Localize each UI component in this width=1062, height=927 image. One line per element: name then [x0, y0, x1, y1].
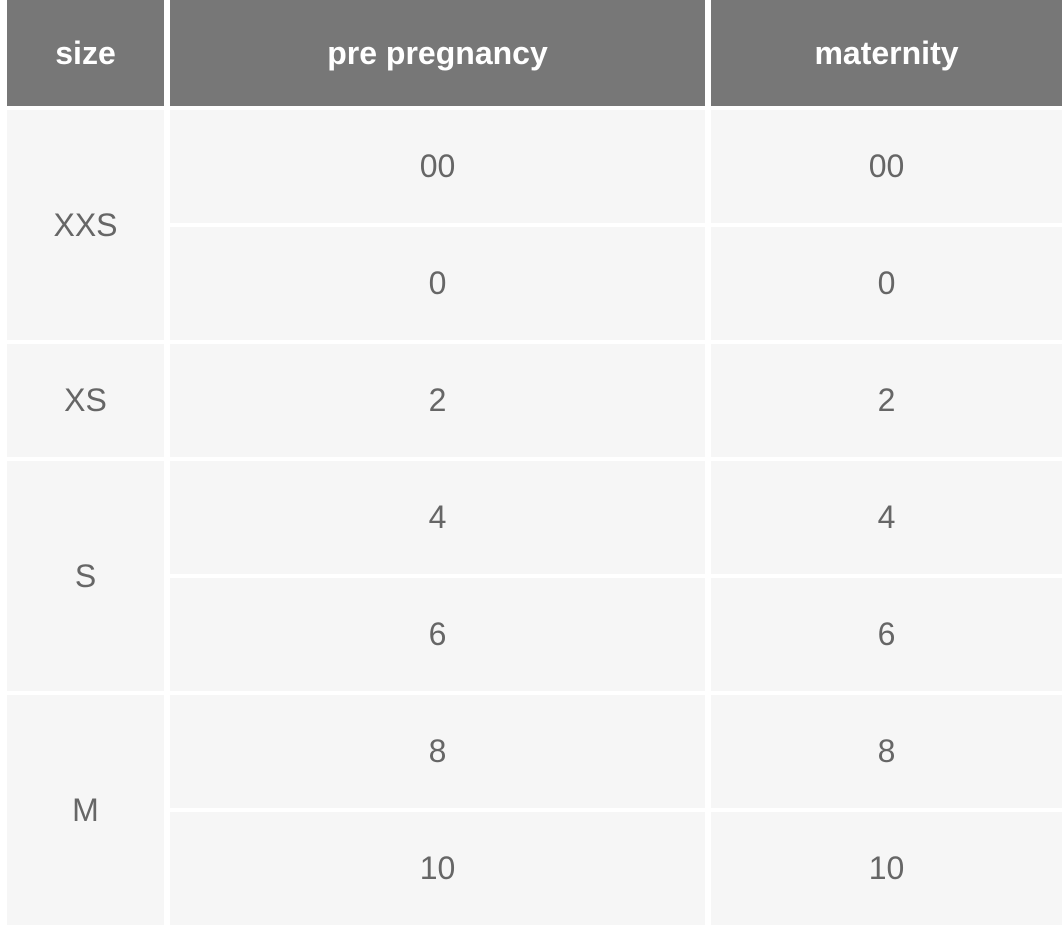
value-cell: 10 — [170, 812, 705, 925]
header-cell: pre pregnancy — [170, 0, 705, 106]
value-cell: 10 — [711, 812, 1062, 925]
value-cell: 0 — [170, 227, 705, 340]
value-cell: 0 — [711, 227, 1062, 340]
value-cell: 2 — [711, 344, 1062, 457]
value-cell: 00 — [711, 110, 1062, 223]
header-cell: size — [7, 0, 164, 106]
size-cell: XXS — [7, 110, 164, 340]
size-cell: S — [7, 461, 164, 691]
value-cell: 6 — [170, 578, 705, 691]
header-cell: maternity — [711, 0, 1062, 106]
value-cell: 6 — [711, 578, 1062, 691]
value-cell: 4 — [711, 461, 1062, 574]
size-cell: XS — [7, 344, 164, 457]
size-cell: M — [7, 695, 164, 925]
value-cell: 00 — [170, 110, 705, 223]
value-cell: 8 — [711, 695, 1062, 808]
value-cell: 4 — [170, 461, 705, 574]
value-cell: 8 — [170, 695, 705, 808]
value-cell: 2 — [170, 344, 705, 457]
